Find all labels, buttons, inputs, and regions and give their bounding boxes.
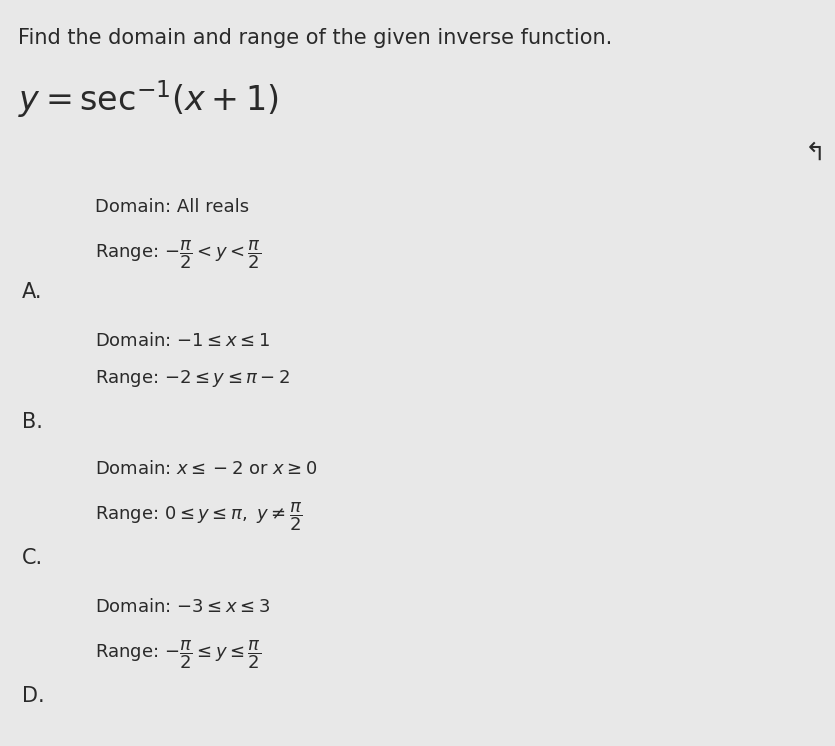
Text: Range: $-\dfrac{\pi}{2} \leq y \leq \dfrac{\pi}{2}$: Range: $-\dfrac{\pi}{2} \leq y \leq \dfr…	[95, 638, 261, 671]
Text: Range: $-\dfrac{\pi}{2} < y < \dfrac{\pi}{2}$: Range: $-\dfrac{\pi}{2} < y < \dfrac{\pi…	[95, 238, 261, 271]
Text: D.: D.	[22, 686, 44, 706]
Text: Range: $0 \leq y \leq \pi,\ y \neq \dfrac{\pi}{2}$: Range: $0 \leq y \leq \pi,\ y \neq \dfra…	[95, 500, 302, 533]
Text: Domain: All reals: Domain: All reals	[95, 198, 249, 216]
Text: C.: C.	[22, 548, 43, 568]
Text: A.: A.	[22, 282, 43, 302]
Text: Find the domain and range of the given inverse function.: Find the domain and range of the given i…	[18, 28, 612, 48]
Text: $y = \mathrm{sec}^{-1}\left(x + 1\right)$: $y = \mathrm{sec}^{-1}\left(x + 1\right)…	[18, 78, 279, 120]
Text: Domain: $-1 \leq x \leq 1$: Domain: $-1 \leq x \leq 1$	[95, 332, 270, 350]
Text: Domain: $x \leq -2$ or $x \geq 0$: Domain: $x \leq -2$ or $x \geq 0$	[95, 460, 317, 478]
Text: B.: B.	[22, 412, 43, 432]
Text: Range: $-2 \leq y \leq \pi - 2$: Range: $-2 \leq y \leq \pi - 2$	[95, 368, 291, 389]
Text: ↳: ↳	[795, 135, 816, 159]
Text: Domain: $-3 \leq x \leq 3$: Domain: $-3 \leq x \leq 3$	[95, 598, 270, 616]
